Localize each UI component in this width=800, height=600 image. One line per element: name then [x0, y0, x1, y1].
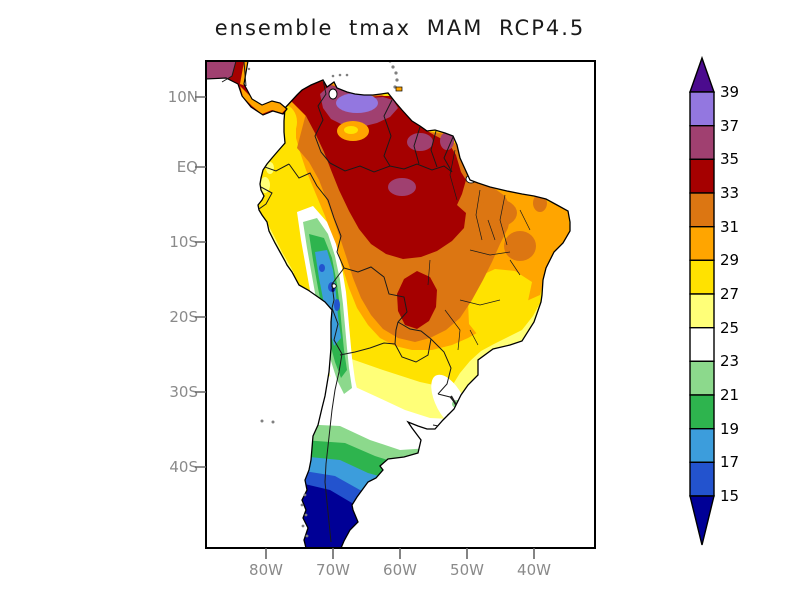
lake-maracaibo [328, 88, 338, 100]
island-dot [345, 73, 349, 77]
island-dot [338, 73, 342, 77]
axis-ticks [195, 96, 535, 559]
colorbar-label-37: 37 [720, 117, 740, 135]
colorbar-label-21: 21 [720, 386, 740, 404]
lon-label-50w: 50W [450, 561, 484, 579]
lon-label-40w: 40W [517, 561, 551, 579]
fill-mauve-amazon-spot [388, 178, 416, 196]
fill-yellow-venezuela-spot-core [344, 126, 358, 134]
fill-mauve-guyana-spot [407, 133, 433, 151]
fjord-dot [303, 493, 307, 497]
fill-yellow-bahia-wedge [468, 269, 532, 339]
island-dot [395, 78, 399, 82]
lat-label-eq: EQ [176, 158, 198, 176]
colorbar-segment-37-39 [689, 91, 715, 127]
colorbar-label-39: 39 [720, 83, 740, 101]
state-border-lines [427, 149, 531, 351]
island-dot [247, 67, 251, 71]
fill-lightyellow-ecuador-2 [266, 162, 274, 174]
lat-label-10n: 10N [167, 88, 198, 106]
fill-mauve-nicaragua [207, 62, 236, 82]
island-dot [331, 74, 335, 78]
fill-orange-panama [240, 86, 286, 114]
colorbar-segment-15-17 [689, 461, 715, 497]
island-dot [271, 420, 275, 424]
island-dot [394, 71, 398, 75]
fill-lightblue-altiplano [315, 250, 341, 346]
lat-label-30s: 30S [169, 383, 198, 401]
fill-darkorange-ne-patch-1 [477, 199, 517, 227]
colorbar-label-27: 27 [720, 285, 740, 303]
island-dot [388, 62, 392, 63]
colorbar-segment-23-25 [689, 327, 715, 363]
country-borders [258, 80, 531, 543]
south-america-coastline [257, 79, 571, 547]
colorbar-label-33: 33 [720, 184, 740, 202]
pacific-islands-and-fjords [260, 419, 309, 538]
fill-darkorange-ne-patch-2 [504, 231, 536, 261]
colorbar-segment-17-19 [689, 428, 715, 464]
lon-label-80w: 80W [249, 561, 283, 579]
fill-blue-altiplano-speck-3 [334, 299, 340, 311]
colorbar-segment-31-33 [689, 192, 715, 228]
colorbar-segment-29-31 [689, 225, 715, 261]
colorbar-segment-35-37 [689, 124, 715, 160]
fill-purple-venezuela-core [336, 93, 378, 113]
colorbar-label-29: 29 [720, 251, 740, 269]
colorbar-label-19: 19 [720, 420, 740, 438]
fjord-dot [301, 524, 305, 528]
colorbar-segment-21-23 [689, 360, 715, 396]
central-america-coastline [207, 62, 288, 116]
colorbar-arrow-bottom [689, 495, 715, 546]
lat-label-10s: 10S [169, 233, 198, 251]
colorbar-label-25: 25 [720, 319, 740, 337]
caribbean-islands [247, 62, 403, 92]
colorbar-arrow-top [689, 55, 715, 93]
page-title: ensemble tmax MAM RCP4.5 [214, 16, 586, 40]
fjord-dot [300, 503, 304, 507]
lat-label-20s: 20S [169, 308, 198, 326]
colorbar-label-15: 15 [720, 487, 740, 505]
fill-blue-altiplano-speck-1 [319, 264, 325, 272]
lon-label-70w: 70W [316, 561, 350, 579]
colorbar [689, 55, 715, 546]
colorbar-label-23: 23 [720, 352, 740, 370]
fjord-dot [305, 534, 309, 538]
colorbar-label-35: 35 [720, 150, 740, 168]
central-america-borders [221, 62, 247, 87]
national-border-lines [258, 80, 459, 543]
fill-mauve-amapa-spot [440, 132, 454, 150]
colorbar-segment-27-29 [689, 259, 715, 295]
fill-lightyellow-ecuador-1 [260, 177, 270, 193]
island-trinidad [395, 86, 403, 92]
colorbar-segment-33-35 [689, 158, 715, 194]
island-dot [391, 65, 395, 69]
colorbar-segment-25-27 [689, 293, 715, 329]
lon-label-60w: 60W [383, 561, 417, 579]
fill-darkred-chaco [397, 271, 437, 329]
colorbar-label-31: 31 [720, 218, 740, 236]
fjord-dot [304, 513, 308, 517]
colorbar-segment-19-21 [689, 394, 715, 430]
island-dot [260, 419, 264, 423]
colorbar-label-17: 17 [720, 453, 740, 471]
lat-label-40s: 40S [169, 458, 198, 476]
